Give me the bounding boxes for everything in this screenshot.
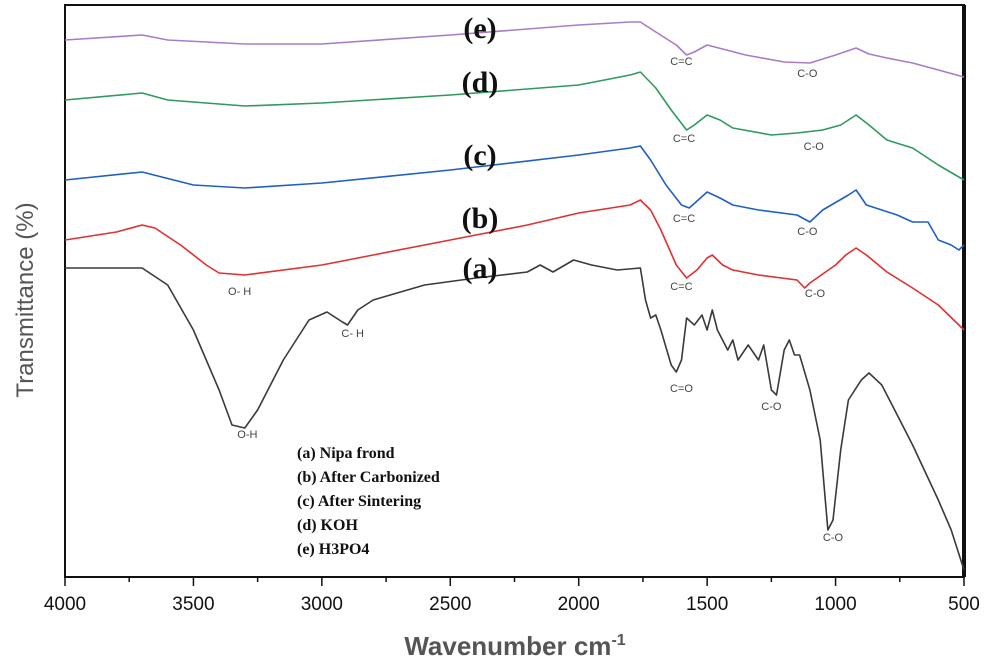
x-tick-label: 500 <box>948 594 980 615</box>
series-line-d <box>64 71 965 181</box>
curve-tag: (b) <box>462 202 499 235</box>
peak-annotation: C-O <box>797 68 818 80</box>
x-tick-label: 3000 <box>301 594 343 615</box>
legend-entry: (d) KOH <box>297 517 358 534</box>
peak-annotation: C=C <box>673 213 695 225</box>
peak-annotation: C=C <box>673 133 695 145</box>
series-line-c <box>64 145 965 251</box>
peak-annotation: O-H <box>237 429 257 441</box>
peak-annotation: C-O <box>823 532 844 544</box>
peak-annotation: C=C <box>670 281 692 293</box>
curve-tag: (a) <box>463 252 498 285</box>
x-tick-label: 2000 <box>558 594 600 615</box>
x-axis-label: Wavenumber cm-1 <box>404 631 625 661</box>
x-tick-label: 1500 <box>686 594 728 615</box>
x-tick-label: 4000 <box>44 594 86 615</box>
x-tick-label: 2500 <box>429 594 471 615</box>
legend-entry: (a) Nipa frond <box>297 445 395 462</box>
legend-entry: (e) H3PO4 <box>297 541 369 558</box>
x-tick-label: 1000 <box>814 594 856 615</box>
legend-entry: (b) After Carbonized <box>297 469 440 486</box>
series-line-e <box>64 21 965 78</box>
curve-tag: (d) <box>462 66 499 99</box>
curve-tag: (e) <box>463 12 496 45</box>
legend-entry: (c) After Sintering <box>297 493 421 510</box>
peak-annotation: O- H <box>228 286 251 298</box>
peak-annotation: C-O <box>761 401 782 413</box>
peak-annotation: C- H <box>341 328 364 340</box>
series-line-b <box>64 199 965 331</box>
peak-annotation: C-O <box>805 288 826 300</box>
y-axis-label: Transmittance (%) <box>12 202 39 397</box>
peak-annotation: C-O <box>797 226 818 238</box>
peak-annotation: C=C <box>670 56 692 68</box>
curve-tag: (c) <box>463 139 496 172</box>
peak-annotation: C=O <box>670 383 693 395</box>
x-tick-label: 3500 <box>172 594 214 615</box>
series-line-a <box>65 259 965 571</box>
peak-annotation: C-O <box>804 141 825 153</box>
